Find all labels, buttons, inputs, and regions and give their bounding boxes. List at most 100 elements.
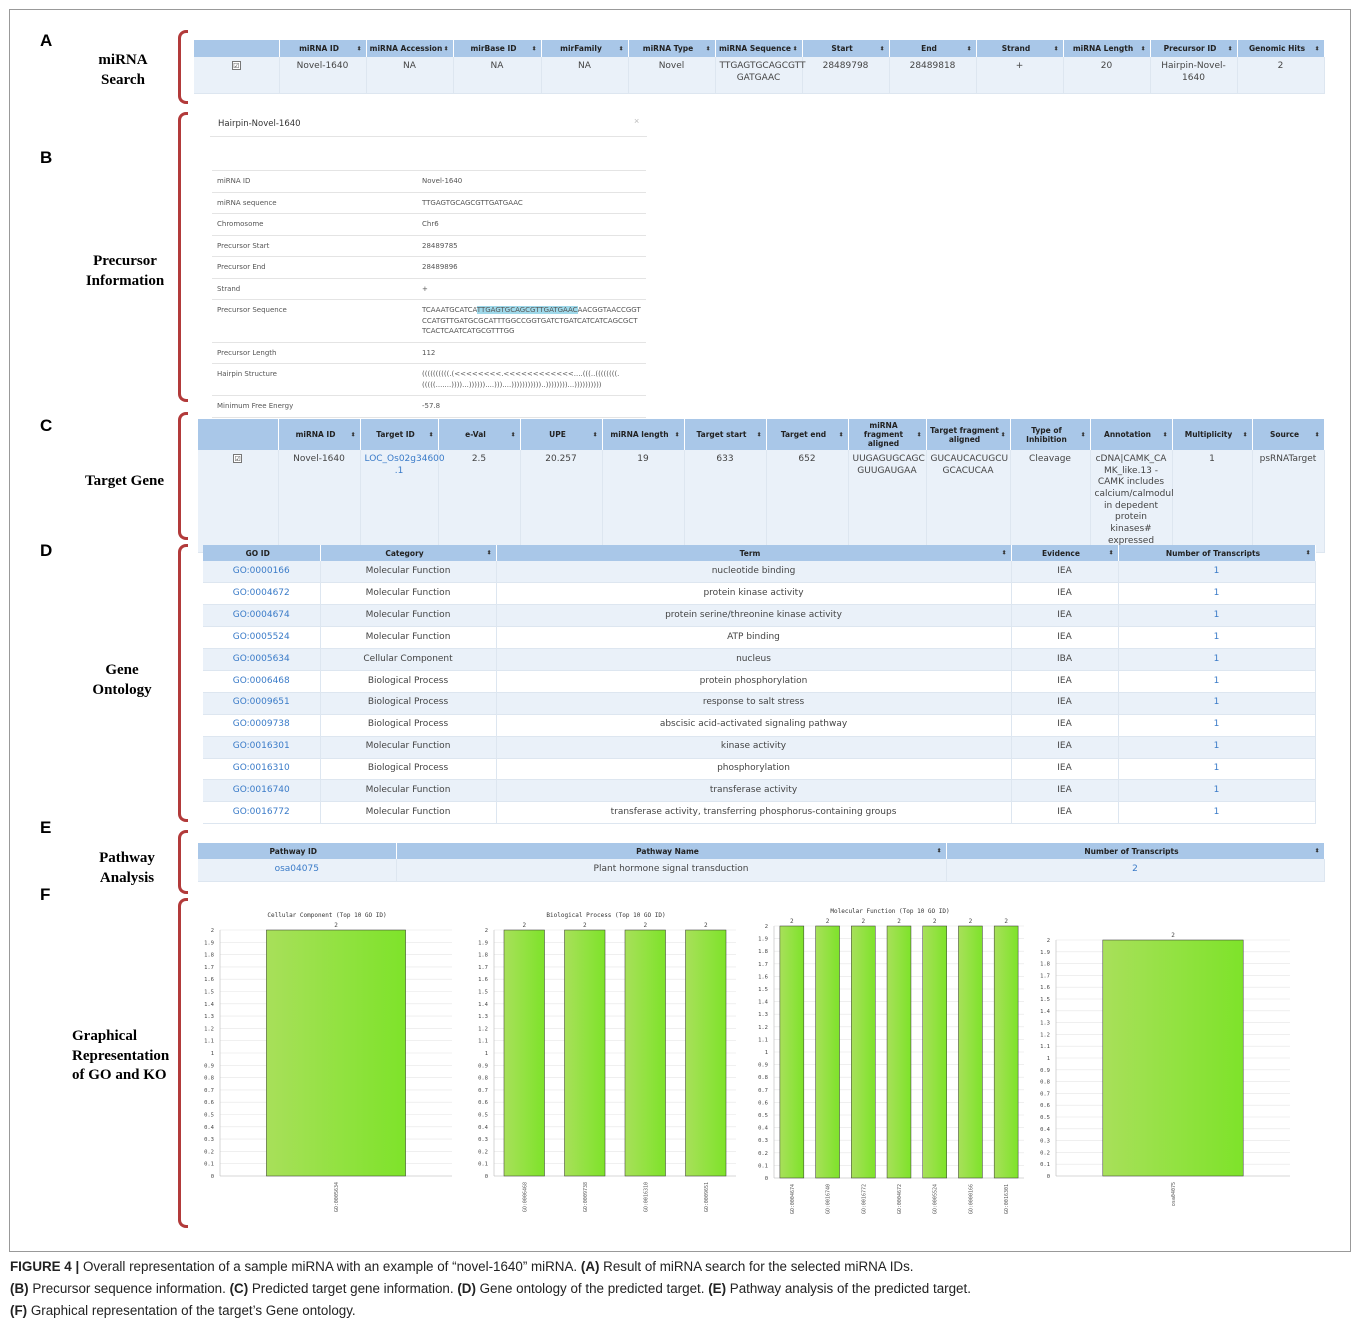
column-header[interactable]: Target ID ⬍ — [360, 419, 438, 450]
sort-icon[interactable]: ⬍ — [443, 45, 448, 52]
column-header[interactable]: miRNA Accession ⬍ — [366, 40, 453, 57]
sort-icon[interactable]: ⬍ — [356, 45, 361, 52]
column-header[interactable]: Precursor ID ⬍ — [1150, 40, 1237, 57]
sort-icon[interactable]: ⬍ — [1080, 431, 1085, 438]
sort-icon[interactable]: ⬍ — [1162, 431, 1167, 438]
column-header[interactable]: Target start ⬍ — [684, 419, 766, 450]
sort-icon[interactable]: ⬍ — [1108, 549, 1113, 556]
row-checkbox[interactable]: ☑ — [233, 454, 242, 463]
pathway-id-link[interactable]: osa04075 — [275, 864, 319, 874]
go-id-link[interactable]: GO:0005524 — [233, 632, 290, 642]
go-id-link[interactable]: GO:0016772 — [233, 807, 290, 817]
transcript-count-link[interactable]: 1 — [1214, 610, 1220, 620]
sort-icon[interactable]: ⬍ — [879, 45, 884, 52]
row-checkbox-cell[interactable]: ☑ — [194, 57, 279, 93]
sort-icon[interactable]: ⬍ — [1227, 45, 1232, 52]
close-icon[interactable]: × — [634, 116, 639, 126]
sort-icon[interactable]: ⬍ — [1314, 847, 1319, 854]
sort-icon[interactable]: ⬍ — [1242, 431, 1247, 438]
column-header[interactable]: GO ID — [203, 545, 320, 561]
column-header[interactable]: mirBase ID ⬍ — [453, 40, 541, 57]
transcript-count-link[interactable]: 1 — [1214, 719, 1220, 729]
column-header[interactable]: Start ⬍ — [802, 40, 889, 57]
transcript-count-link[interactable]: 2 — [1132, 864, 1138, 874]
column-header[interactable]: Target fragment aligned ⬍ — [926, 419, 1010, 450]
column-header[interactable]: Pathway ID — [198, 843, 396, 859]
sort-icon[interactable]: ⬍ — [966, 45, 971, 52]
column-header[interactable]: e-Val ⬍ — [438, 419, 520, 450]
column-header[interactable]: Strand ⬍ — [976, 40, 1063, 57]
column-header[interactable]: Evidence ⬍ — [1011, 545, 1118, 561]
sort-icon[interactable]: ⬍ — [705, 45, 710, 52]
sort-icon[interactable]: ⬍ — [674, 431, 679, 438]
transcript-count-link[interactable]: 1 — [1214, 588, 1220, 598]
transcript-count-link[interactable]: 1 — [1214, 676, 1220, 686]
go-id-link[interactable]: GO:0000166 — [233, 566, 290, 576]
column-header[interactable]: Category ⬍ — [320, 545, 496, 561]
go-id-link[interactable]: GO:0004674 — [233, 610, 290, 620]
go-id-link[interactable]: GO:0016740 — [233, 785, 290, 795]
sort-icon[interactable]: ⬍ — [916, 431, 921, 438]
column-header[interactable] — [194, 40, 279, 57]
sort-icon[interactable]: ⬍ — [1000, 431, 1005, 438]
column-header[interactable]: miRNA ID ⬍ — [278, 419, 360, 450]
chart-molecular-function: Molecular Function (Top 10 GO ID)00.10.2… — [750, 902, 1030, 1218]
column-header[interactable]: miRNA Type ⬍ — [628, 40, 715, 57]
column-header[interactable]: Term ⬍ — [496, 545, 1011, 561]
transcript-count-link[interactable]: 1 — [1214, 632, 1220, 642]
sort-icon[interactable]: ⬍ — [1314, 45, 1319, 52]
sort-icon[interactable]: ⬍ — [510, 431, 515, 438]
column-header[interactable]: miRNA length ⬍ — [602, 419, 684, 450]
y-tick-label: 1.4 — [478, 1002, 489, 1008]
transcript-count-link[interactable]: 1 — [1214, 697, 1220, 707]
sort-icon[interactable]: ⬍ — [592, 431, 597, 438]
go-id-link[interactable]: GO:0016310 — [233, 763, 290, 773]
transcript-count-link[interactable]: 1 — [1214, 741, 1220, 751]
transcript-count-link[interactable]: 1 — [1214, 763, 1220, 773]
sort-icon[interactable]: ⬍ — [1001, 549, 1006, 556]
transcript-count-link[interactable]: 1 — [1214, 566, 1220, 576]
target-id-link[interactable]: LOC_Os02g34600 .1 — [365, 454, 445, 476]
sort-icon[interactable]: ⬍ — [936, 847, 941, 854]
column-header[interactable]: Multiplicity ⬍ — [1172, 419, 1252, 450]
column-header[interactable]: miRNA Length ⬍ — [1063, 40, 1150, 57]
go-id-link[interactable]: GO:0016301 — [233, 741, 290, 751]
sort-icon[interactable]: ⬍ — [1305, 549, 1310, 556]
column-header[interactable]: miRNA Sequence ⬍ — [715, 40, 802, 57]
column-header[interactable]: Number of Transcripts ⬍ — [1118, 545, 1315, 561]
sort-icon[interactable]: ⬍ — [531, 45, 536, 52]
sort-icon[interactable]: ⬍ — [1053, 45, 1058, 52]
x-tick-label: GO:0016772 — [861, 1184, 867, 1214]
transcript-count-link[interactable]: 1 — [1214, 785, 1220, 795]
go-id-link[interactable]: GO:0009651 — [233, 697, 290, 707]
go-id-link[interactable]: GO:0005634 — [233, 654, 290, 664]
row-checkbox[interactable]: ☑ — [232, 61, 241, 70]
go-id-link[interactable]: GO:0006468 — [233, 676, 290, 686]
sort-icon[interactable]: ⬍ — [1314, 431, 1319, 438]
sort-icon[interactable]: ⬍ — [486, 549, 491, 556]
sort-icon[interactable]: ⬍ — [792, 45, 797, 52]
column-header[interactable]: UPE ⬍ — [520, 419, 602, 450]
go-id-link[interactable]: GO:0004672 — [233, 588, 290, 598]
sort-icon[interactable]: ⬍ — [756, 431, 761, 438]
column-header[interactable]: miRNA ID ⬍ — [279, 40, 366, 57]
go-id-link[interactable]: GO:0009738 — [233, 719, 290, 729]
column-header[interactable]: Source ⬍ — [1252, 419, 1324, 450]
sort-icon[interactable]: ⬍ — [350, 431, 355, 438]
column-header[interactable]: End ⬍ — [889, 40, 976, 57]
column-header[interactable]: Number of Transcripts ⬍ — [946, 843, 1324, 859]
sort-icon[interactable]: ⬍ — [428, 431, 433, 438]
sort-icon[interactable]: ⬍ — [838, 431, 843, 438]
transcript-count-link[interactable]: 1 — [1214, 654, 1220, 664]
column-header[interactable] — [198, 419, 278, 450]
sort-icon[interactable]: ⬍ — [1140, 45, 1145, 52]
sort-icon[interactable]: ⬍ — [618, 45, 623, 52]
column-header[interactable]: Annotation ⬍ — [1090, 419, 1172, 450]
column-header[interactable]: mirFamily ⬍ — [541, 40, 628, 57]
transcript-count-link[interactable]: 1 — [1214, 807, 1220, 817]
column-header[interactable]: Target end ⬍ — [766, 419, 848, 450]
column-header[interactable]: Genomic Hits ⬍ — [1237, 40, 1324, 57]
column-header[interactable]: miRNA fragment aligned ⬍ — [848, 419, 926, 450]
column-header[interactable]: Pathway Name ⬍ — [396, 843, 946, 859]
column-header[interactable]: Type of Inhibition ⬍ — [1010, 419, 1090, 450]
